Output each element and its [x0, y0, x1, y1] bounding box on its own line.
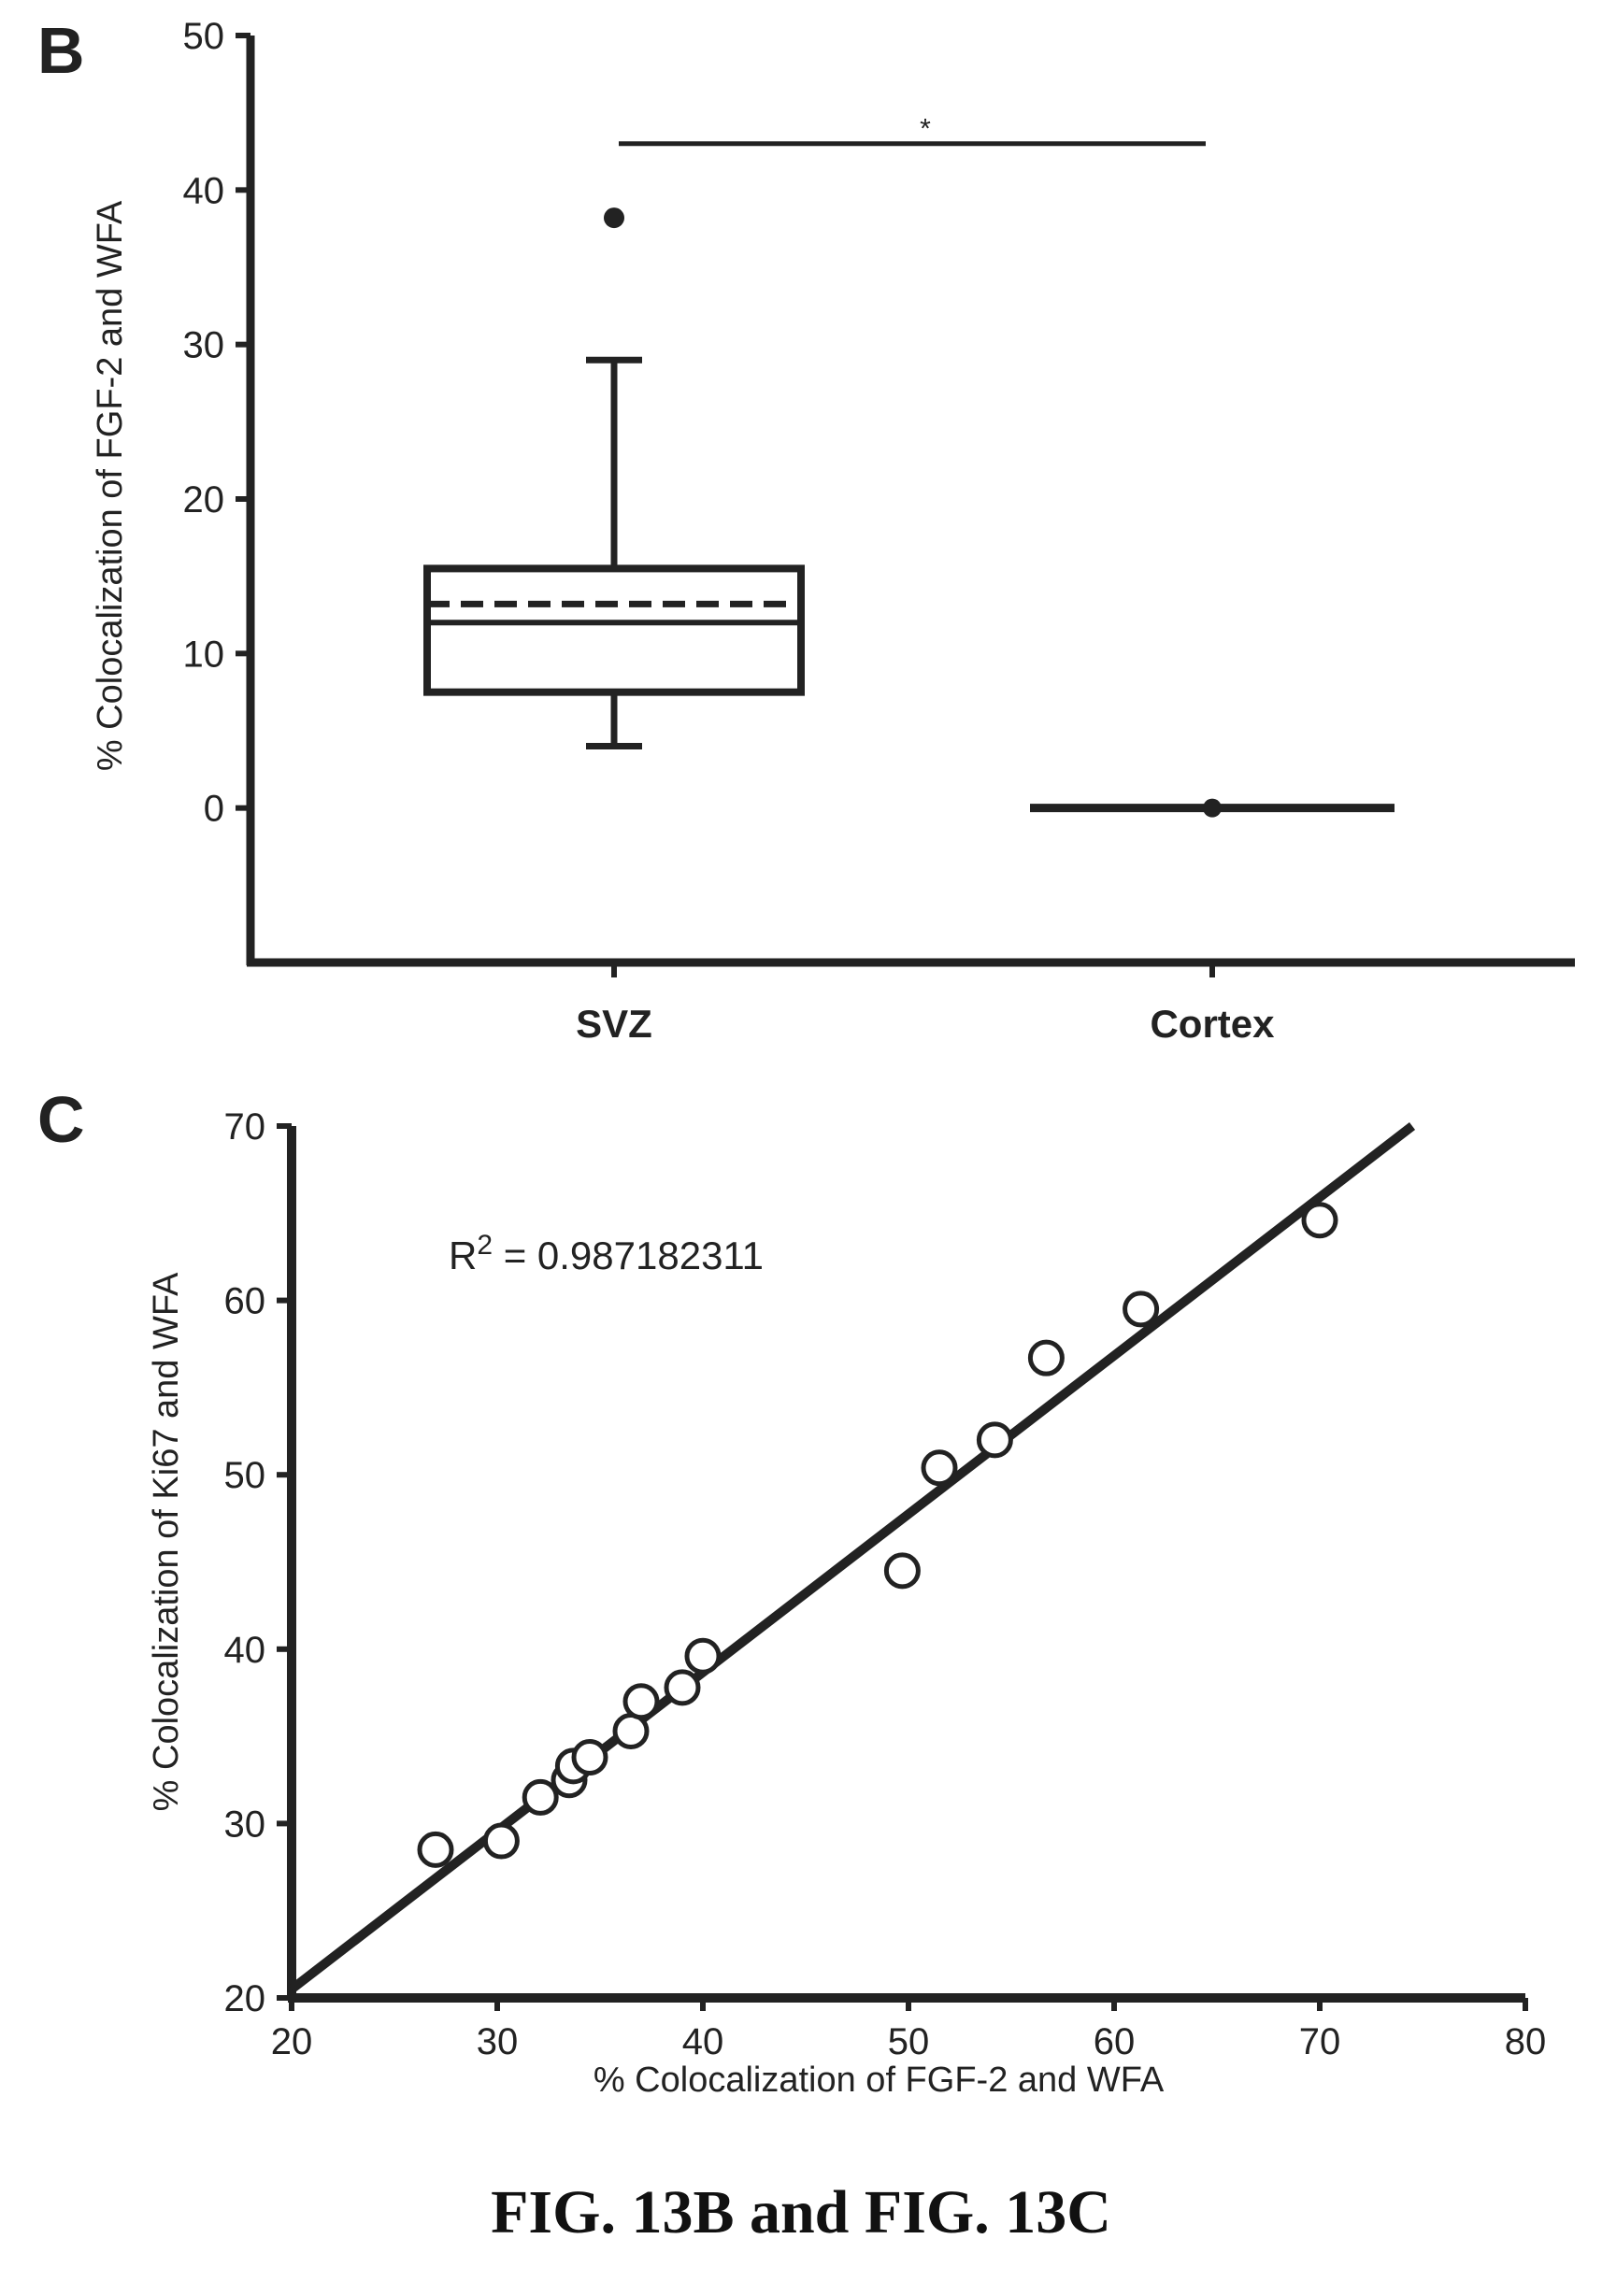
x-ticks-c: 20 30 40 50 60 70 80: [271, 1998, 1547, 2062]
y-tick-label-c: 50: [224, 1455, 266, 1496]
x-tick-label-c: 30: [477, 2021, 519, 2062]
panel-label-c: C: [37, 1083, 85, 1156]
y-tick-label-c: 60: [224, 1281, 266, 1322]
y-tick-label-c: 30: [224, 1804, 266, 1845]
x-tick-label-c: 40: [682, 2021, 724, 2062]
panel-label-b: B: [37, 14, 85, 87]
x-ticks-b: SVZ Cortex: [576, 963, 1275, 1046]
y-tick-label-b: 50: [183, 16, 225, 57]
scatter-point: [976, 1421, 1013, 1459]
box-plot-panel: B % Colocalization of FGF-2 and WFA 0 10 2…: [37, 14, 1575, 1046]
y-tick-label-b: 40: [183, 170, 225, 211]
r-squared-value: = 0.987182311: [493, 1234, 764, 1277]
scatter-point: [1027, 1339, 1065, 1376]
scatter-point: [1123, 1291, 1160, 1328]
fit-line: [288, 1122, 1416, 1993]
y-tick-label-c: 40: [224, 1630, 266, 1671]
x-tick-label-c: 60: [1094, 2021, 1136, 2062]
r-squared-annotation: R2 = 0.987182311: [449, 1230, 764, 1277]
y-ticks-b: 0 10 20 30 40 50: [183, 16, 250, 830]
y-tick-label-c: 20: [224, 1978, 266, 2019]
y-tick-label-b: 10: [183, 634, 225, 675]
scatter-point: [612, 1713, 650, 1750]
category-label-b: SVZ: [576, 1002, 652, 1046]
scatter-point: [883, 1552, 921, 1590]
scatter-point: [417, 1831, 454, 1868]
x-axis-label-c: % Colocalization of FGF-2 and WFA: [594, 2061, 1165, 2100]
category-label-b: Cortex: [1150, 1002, 1275, 1046]
y-tick-label-b: 0: [204, 789, 224, 830]
y-axis-label-c: % Colocalization of Ki67 and WFA: [147, 1272, 186, 1811]
collapsed-box-point: [1203, 798, 1222, 818]
regression-line: [288, 1122, 1416, 1993]
r-squared-prefix: R: [449, 1234, 477, 1277]
boxes-b: [423, 207, 1395, 818]
x-tick-label-c: 80: [1505, 2021, 1547, 2062]
box-iqr: [423, 564, 805, 696]
y-axis-label-b: % Colocalization of FGF-2 and WFA: [91, 200, 130, 771]
x-tick-label-c: 50: [888, 2021, 930, 2062]
x-tick-label-c: 20: [271, 2021, 313, 2062]
significance-label: *: [920, 114, 931, 145]
data-points: [417, 1202, 1338, 1868]
y-tick-label-b: 30: [183, 325, 225, 366]
scatter-panel: C % Colocalization of Ki67 and WFA % Col…: [37, 1083, 1546, 2100]
figure-caption: FIG. 13B and FIG. 13C: [491, 2178, 1111, 2246]
y-tick-label-c: 70: [224, 1106, 266, 1148]
outlier-point: [604, 207, 624, 229]
axes-b: [246, 36, 1575, 967]
r-squared-superscript: 2: [477, 1230, 493, 1261]
scatter-point: [622, 1683, 660, 1720]
y-tick-label-b: 20: [183, 479, 225, 521]
scatter-point: [921, 1449, 958, 1487]
scatter-point: [522, 1778, 559, 1816]
scatter-point: [1301, 1202, 1338, 1239]
significance-bar: *: [619, 114, 1206, 147]
scatter-point: [664, 1669, 701, 1706]
scatter-point: [684, 1637, 722, 1675]
y-ticks-c: 20 30 40 50 60 70: [224, 1106, 292, 2019]
x-tick-label-c: 70: [1299, 2021, 1341, 2062]
scatter-point: [571, 1738, 608, 1775]
scatter-point: [482, 1822, 520, 1860]
